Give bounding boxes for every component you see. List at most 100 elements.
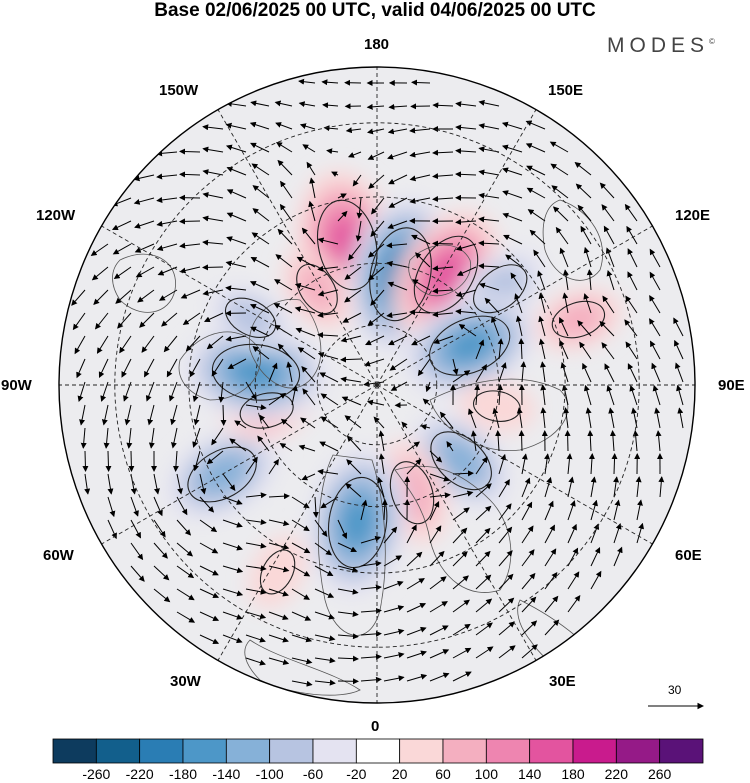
anomaly-contour — [429, 315, 511, 376]
wind-arrow — [587, 430, 594, 452]
wind-arrow — [158, 289, 178, 301]
wind-arrow — [544, 453, 551, 475]
wind-arrow — [429, 473, 450, 482]
wind-arrow — [429, 649, 450, 659]
wind-arrow — [432, 265, 454, 272]
wind-arrow — [179, 148, 201, 155]
wind-arrow — [360, 653, 382, 660]
wind-arrow — [567, 476, 575, 498]
wind-arrow — [268, 634, 289, 643]
wind-arrow — [599, 320, 615, 337]
wind-arrow — [222, 611, 243, 620]
wind-arrow — [602, 295, 615, 314]
wind-arrow — [490, 316, 500, 337]
wind-arrow — [133, 197, 155, 205]
anomaly-contour — [327, 476, 388, 569]
wind-arrow — [322, 102, 339, 109]
wind-arrow — [649, 295, 661, 314]
wind-arrow — [199, 588, 220, 599]
wind-arrow — [429, 672, 450, 682]
wind-arrow — [406, 551, 423, 567]
wind-arrow — [107, 519, 117, 540]
wind-arrow — [199, 519, 218, 533]
wind-arrow — [377, 476, 385, 498]
wind-arrow — [383, 628, 405, 636]
wind-arrow — [206, 450, 224, 465]
wind-arrow — [342, 312, 362, 323]
wind-arrow — [176, 588, 195, 601]
wind-arrow — [503, 234, 523, 245]
wind-arrow — [337, 655, 359, 662]
wind-arrow — [590, 570, 602, 590]
wind-arrow — [583, 293, 592, 314]
colorbar-tick-label: -20 — [346, 766, 367, 782]
wind-arrow — [456, 266, 477, 276]
wind-arrow — [297, 347, 316, 360]
wind-arrow — [347, 151, 362, 158]
wind-arrow — [319, 441, 339, 452]
colorbar-tick-label: 140 — [517, 766, 542, 782]
wind-arrow — [538, 338, 546, 360]
wind-arrow — [364, 358, 385, 367]
wind-arrow — [529, 229, 546, 245]
wind-arrow — [452, 490, 474, 498]
wind-arrow — [521, 501, 533, 521]
wind-arrow — [606, 385, 615, 406]
wind-arrow — [411, 335, 431, 346]
wind-arrow — [348, 243, 362, 261]
wind-arrow — [202, 192, 224, 199]
wind-arrow — [320, 416, 339, 429]
wind-arrow — [625, 341, 638, 360]
wind-arrow — [636, 499, 643, 521]
wind-arrow — [222, 473, 236, 491]
wind-arrow — [406, 524, 417, 544]
wind-arrow — [124, 404, 132, 426]
wind-arrow — [388, 335, 408, 346]
wind-arrow — [367, 151, 385, 160]
colorbar-swatch — [659, 738, 704, 764]
wind-arrow — [291, 588, 310, 600]
wind-arrow — [498, 573, 514, 590]
wind-arrow — [302, 388, 316, 406]
wind-arrow — [521, 525, 534, 544]
wind-arrow — [655, 430, 662, 452]
wind-arrow — [134, 243, 155, 253]
wind-arrow — [567, 571, 580, 590]
wind-arrow — [251, 232, 270, 245]
wind-arrow — [360, 607, 382, 614]
wind-arrow — [373, 416, 385, 429]
wind-arrow — [582, 362, 592, 383]
wind-arrow — [199, 634, 220, 644]
wind-arrow — [677, 407, 684, 429]
wind-arrow — [367, 243, 385, 258]
wind-arrow — [105, 450, 112, 472]
wind-arrow — [627, 248, 638, 268]
wind-arrow — [309, 177, 316, 199]
wind-arrow — [429, 601, 448, 613]
lon-label-120e: 120E — [675, 207, 711, 224]
wind-arrow — [429, 501, 440, 521]
wind-arrow — [113, 266, 132, 280]
wind-arrow — [245, 657, 266, 666]
wind-arrow — [90, 243, 109, 256]
wind-arrow — [96, 335, 109, 354]
wind-arrow — [294, 282, 316, 291]
wind-arrow — [560, 361, 569, 383]
wind-arrow — [273, 303, 293, 314]
colorbar-tick-label: 260 — [647, 766, 672, 782]
wind-arrow — [538, 292, 546, 314]
wind-arrow — [314, 657, 336, 664]
wind-arrow — [422, 398, 431, 406]
wind-arrow — [492, 407, 500, 429]
wind-arrow — [561, 384, 569, 406]
wind-arrow — [544, 595, 559, 613]
wind-arrow — [179, 171, 201, 178]
wind-arrow — [252, 346, 270, 360]
wind-arrow — [111, 220, 132, 231]
wind-arrow — [378, 430, 385, 452]
wind-arrow — [498, 645, 516, 659]
wind-arrow — [674, 339, 684, 360]
wind-arrow — [521, 596, 537, 613]
wind-arrow — [245, 565, 267, 572]
wind-arrow — [314, 519, 328, 537]
